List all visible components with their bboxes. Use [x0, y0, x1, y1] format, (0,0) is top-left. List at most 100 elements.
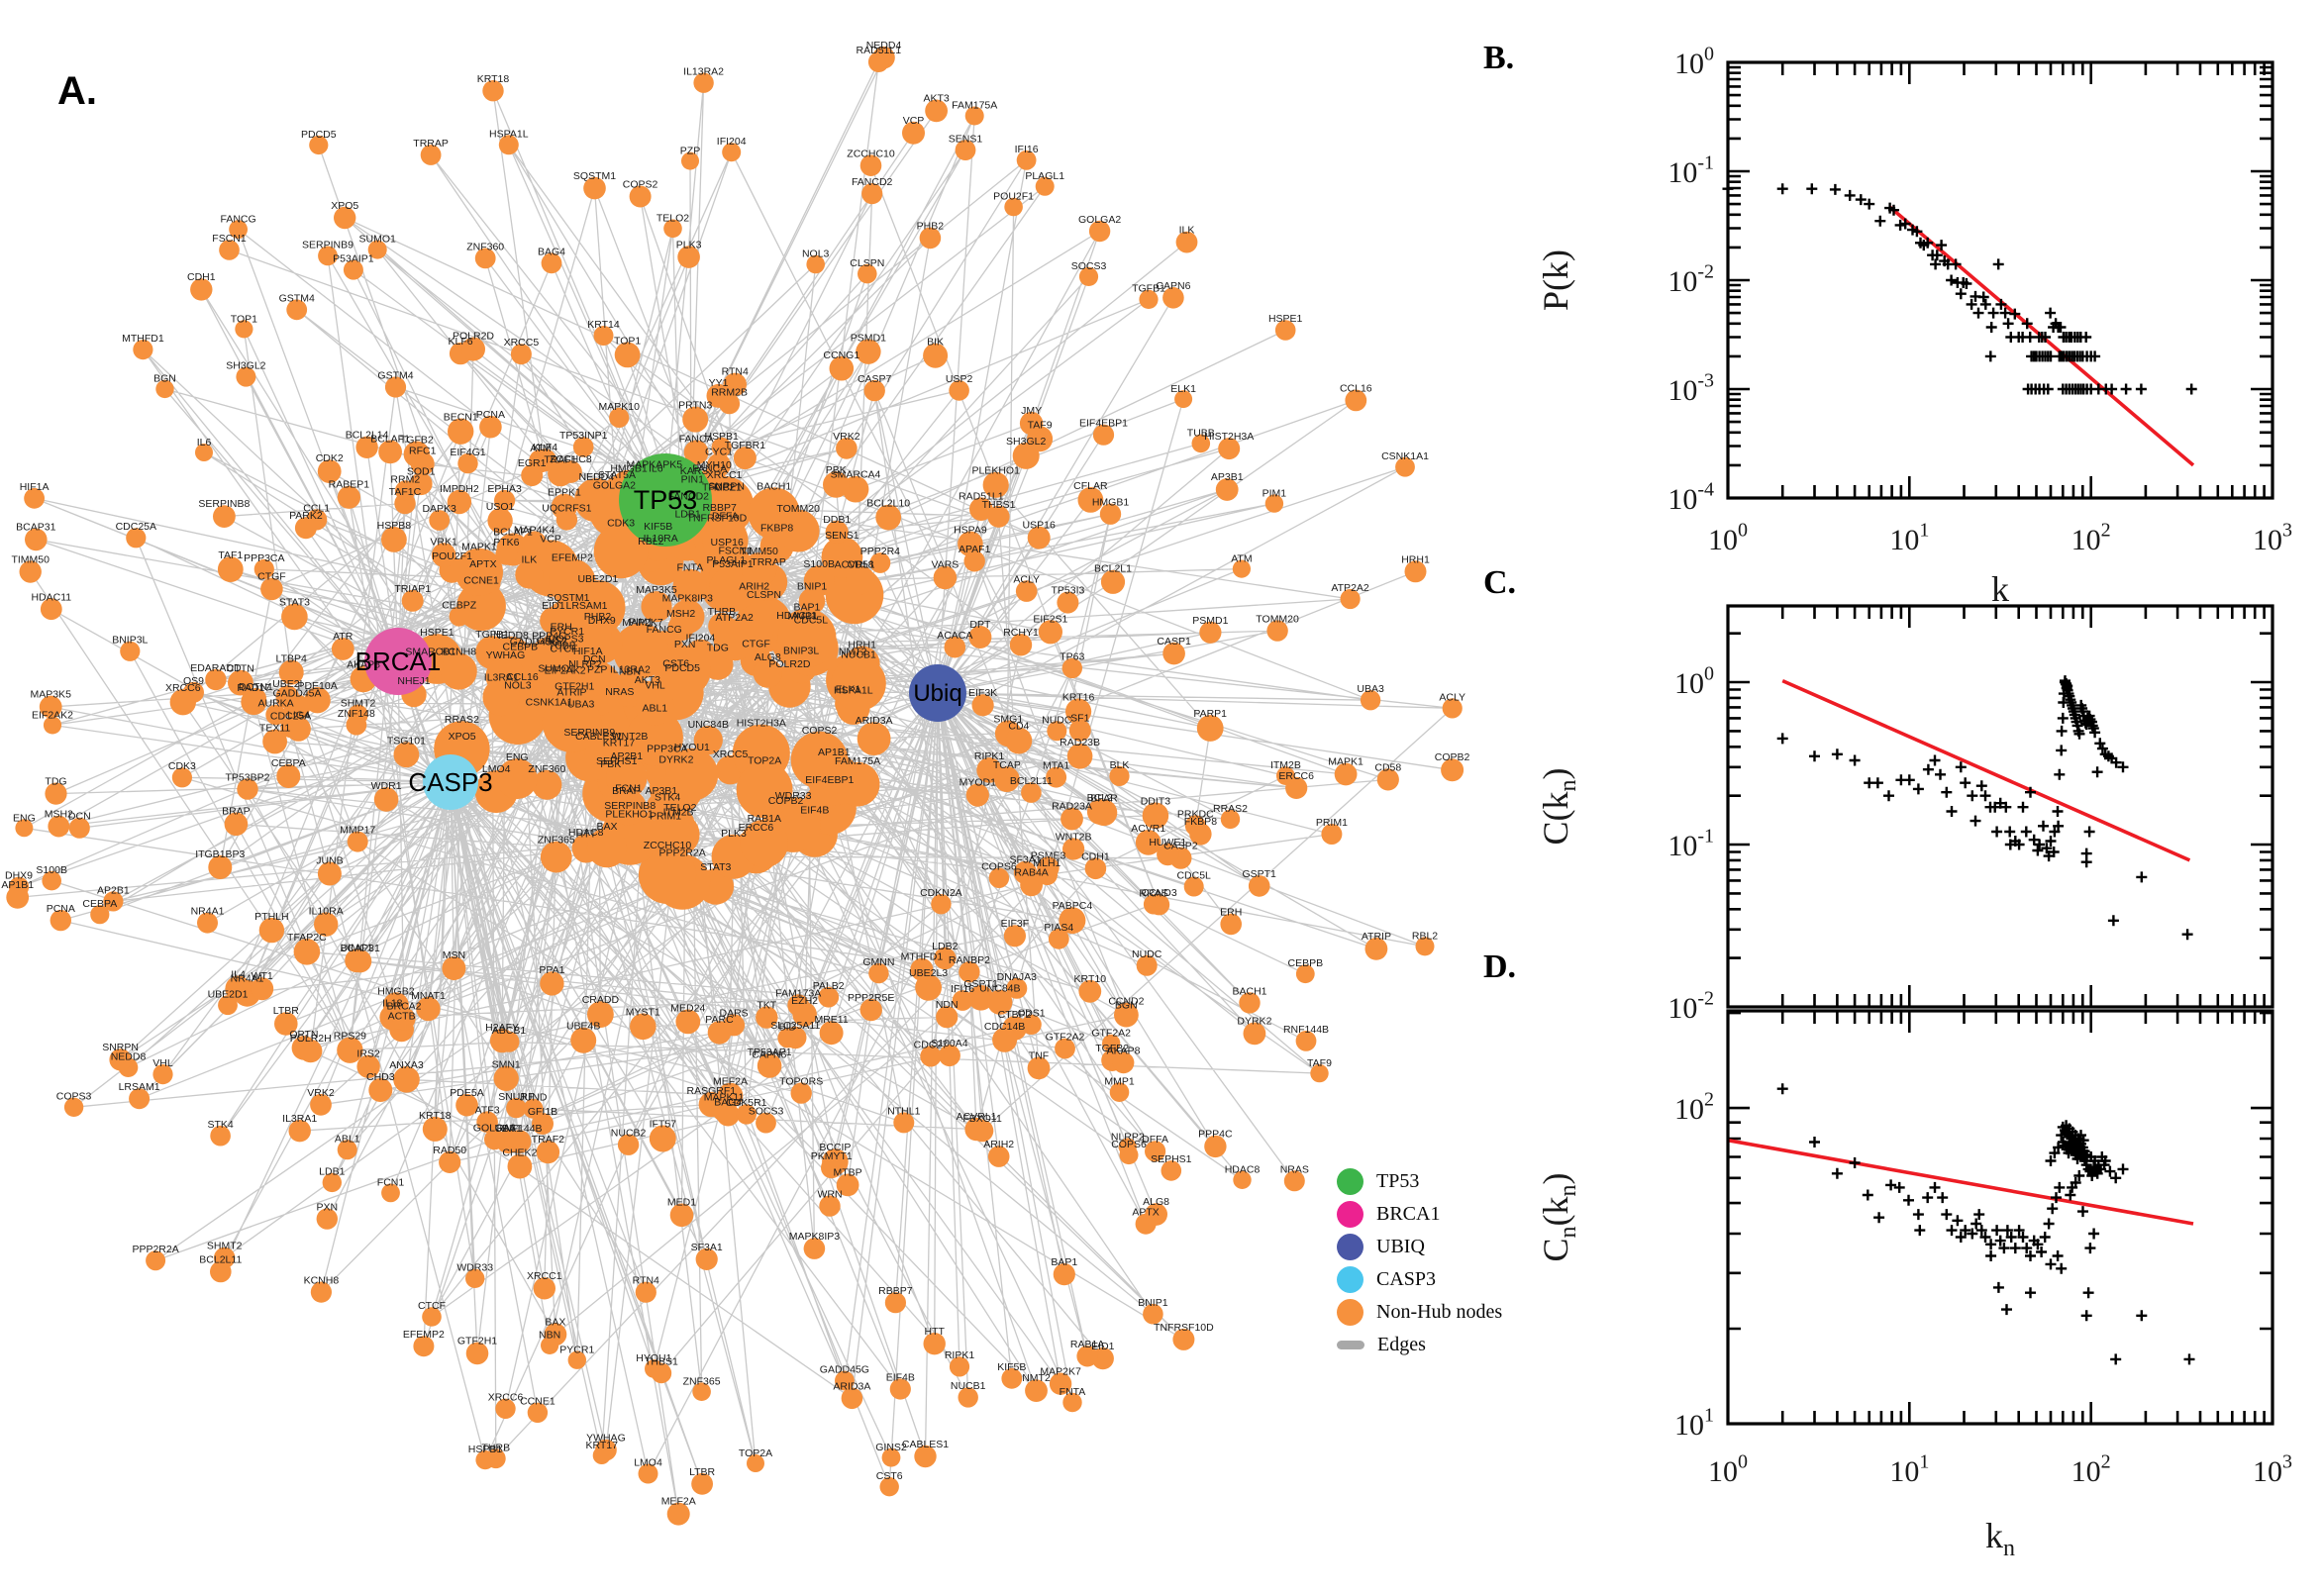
legend-item: Non-Hub nodes: [1337, 1299, 1502, 1326]
gene-node: [1415, 937, 1435, 956]
gene-node: [875, 504, 902, 531]
gene-label: VRK2: [307, 1087, 335, 1099]
plot-frame: [1726, 1009, 2274, 1426]
hub-node-ubiq: [909, 664, 966, 722]
gene-node: [429, 510, 451, 531]
gene-node: [152, 1064, 173, 1085]
hub-label-brca1: BRCA1: [355, 647, 442, 676]
legend-item: TP53: [1337, 1168, 1502, 1195]
gene-label: PPP4C: [1198, 1129, 1233, 1141]
gene-node: [1404, 560, 1427, 583]
gene-node: [237, 778, 258, 800]
gene-label: BCAP31: [341, 943, 380, 954]
gene-node: [1239, 992, 1261, 1014]
x-tick-label: 100: [1708, 1451, 1748, 1489]
gene-node: [667, 614, 694, 642]
gene-label: SERPINB8: [604, 800, 656, 812]
gene-label: RAB4A: [1014, 866, 1048, 878]
gene-node: [964, 106, 984, 126]
gene-label: MSN: [443, 949, 465, 961]
gene-node: [48, 815, 70, 838]
gene-label: GADD45G: [820, 1364, 869, 1376]
gene-label: FANCA: [692, 462, 727, 474]
gene-node: [777, 608, 837, 667]
gene-node: [958, 1387, 978, 1408]
gene-label: RAB1A: [1070, 1339, 1104, 1350]
gene-node: [447, 489, 472, 515]
gene-label: TOMM20: [776, 503, 820, 515]
gene-label: VARS: [931, 559, 959, 571]
gene-label: SQSTM1: [573, 170, 616, 182]
gene-label: HIST2H3A: [737, 718, 786, 730]
legend-item: BRCA1: [1337, 1201, 1502, 1228]
gene-label: ENG: [13, 812, 36, 824]
gene-label: DNAJA3: [997, 971, 1037, 983]
gene-label: COPS3: [549, 634, 584, 646]
gene-node: [541, 252, 562, 274]
gene-label: PARP1: [1193, 708, 1227, 720]
gene-label: TRAF1: [544, 454, 576, 466]
hub-label-casp3: CASP3: [408, 767, 492, 797]
gene-node: [515, 560, 544, 589]
gene-node: [884, 1292, 907, 1314]
gene-label: TNF: [1029, 1050, 1049, 1062]
gene-node: [858, 263, 877, 284]
fit-line: [1727, 1138, 2194, 1226]
gene-label: VCP: [540, 533, 561, 545]
gene-label: EFEMP2: [552, 551, 593, 563]
gene-node: [1310, 1063, 1329, 1083]
gene-node: [593, 326, 614, 346]
gene-node: [1119, 1146, 1139, 1165]
gene-node: [527, 1402, 549, 1424]
gene-node: [933, 565, 958, 590]
gene-label: NMT2: [1022, 1372, 1051, 1384]
gene-label: USO1: [486, 501, 515, 513]
gene-node: [861, 183, 883, 205]
gene-label: CTCF: [550, 643, 577, 654]
gene-node: [288, 1120, 311, 1143]
gene-label: PCNA: [476, 409, 505, 421]
gene-node: [635, 686, 675, 726]
gene-node: [1283, 1170, 1305, 1192]
gene-label: TNFRSF10D: [687, 513, 748, 525]
gene-label: HSPB1: [468, 1444, 503, 1455]
gene-node: [314, 912, 339, 937]
gene-node: [1020, 873, 1043, 897]
gene-label: AKAP8: [1107, 1046, 1141, 1057]
gene-label: MCL1: [714, 481, 742, 493]
gene-node: [1204, 1135, 1227, 1158]
edge-dash-icon: [1337, 1341, 1364, 1349]
gene-node: [440, 652, 477, 690]
gene-node: [609, 407, 630, 428]
gene-node: [1005, 727, 1033, 754]
gene-node: [1099, 503, 1122, 525]
gene-node: [420, 145, 442, 165]
gene-node: [498, 1031, 520, 1052]
gene-node: [1136, 954, 1158, 976]
gene-node: [1062, 1392, 1082, 1413]
gene-label: RAD51L1: [959, 490, 1004, 502]
gene-label: CCL16: [1340, 383, 1372, 395]
gene-label: TRRAP: [751, 556, 786, 568]
gene-label: FBXO11: [962, 1113, 1002, 1125]
gene-node: [1157, 843, 1179, 866]
gene-label: BNIP3L: [783, 646, 819, 657]
gene-node: [542, 693, 602, 752]
gene-label: RASGRF1: [687, 1085, 737, 1097]
gene-node: [606, 756, 648, 799]
gene-label: POLR2H: [290, 1033, 332, 1045]
gene-label: POU2F1: [432, 550, 472, 562]
gene-node: [455, 1093, 478, 1117]
gene-label: HYOU1: [636, 1352, 671, 1364]
gene-node: [638, 846, 697, 905]
hub-node-casp3: [423, 754, 478, 810]
gene-node: [275, 685, 299, 709]
gene-label: EFEMP2: [403, 1329, 445, 1341]
gene-node: [1142, 802, 1169, 830]
gene-label: CLSPN: [747, 589, 781, 601]
legend-item: CASP3: [1337, 1266, 1502, 1293]
gene-label: CTBP2: [998, 1009, 1032, 1021]
gene-label: SH3GL2: [1006, 436, 1046, 448]
y-axis-title: Cn(kn): [1536, 1172, 1581, 1261]
